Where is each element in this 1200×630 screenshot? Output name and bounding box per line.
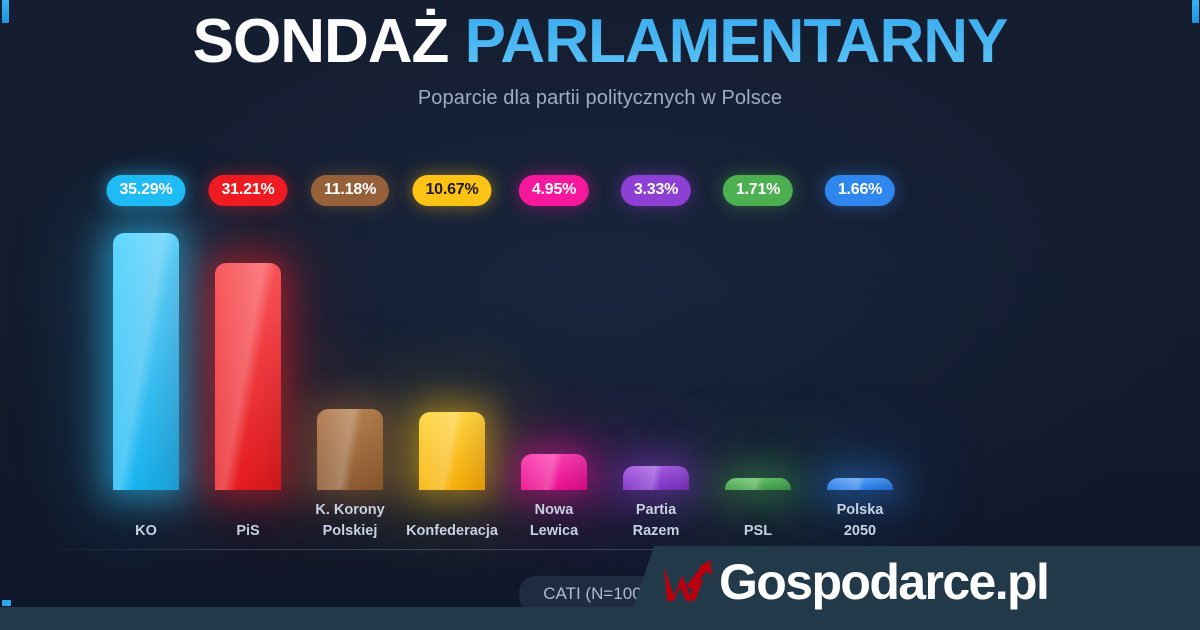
bar-category-label-line: KO	[135, 522, 157, 539]
page-title: SONDAŻ PARLAMENTARNY	[0, 7, 1200, 76]
bar-category-label-line: Polskiej	[322, 522, 378, 539]
bar-wrapper	[113, 233, 179, 490]
bar-wrapper	[725, 477, 791, 491]
bar-column: 1.71% PSL	[707, 160, 809, 539]
bar-wrapper	[215, 262, 281, 491]
bar-wrapper	[317, 408, 383, 491]
title-word-sondaz: SONDAŻ	[192, 7, 450, 76]
header: SONDAŻ PARLAMENTARNY Poparcie dla partii…	[0, 0, 1200, 110]
bar-column: 11.18% K. Korony Polskiej	[299, 160, 401, 539]
bar-value-badge: 11.18%	[310, 175, 390, 206]
bar-wrapper	[521, 453, 587, 491]
logo-panel	[626, 546, 1200, 630]
w-arrow-icon	[662, 558, 718, 606]
bar-category-label-line: Lewica	[529, 522, 579, 539]
bar-category-label: K. Korony Polskiej	[294, 500, 406, 542]
bar-nowa-lewica	[521, 453, 587, 491]
bar-value-badge: 10.67%	[412, 175, 492, 206]
bar-category-label-line: Nowa	[534, 501, 574, 518]
bar-chart: 35.29% KO 31.21% PiS 11.18% K. Korony Polskiej…	[55, 160, 1145, 539]
bar-category-label-line: PiS	[236, 522, 260, 539]
bar-category-label-line: Partia	[635, 501, 677, 518]
bar-category-label-line: Razem	[632, 522, 680, 539]
bar-category-label-line: Polska	[836, 501, 884, 518]
footer-divider	[55, 549, 1145, 550]
bar-category-label: Nowa Lewica	[498, 500, 610, 542]
bar-wrapper	[419, 412, 485, 490]
bar-column: 4.95% Nowa Lewica	[503, 160, 605, 539]
title-word-parlamentarny: PARLAMENTARNY	[464, 7, 1009, 76]
brand-logo[interactable]: Gospodarce.pl	[662, 551, 1050, 613]
accent-mark-top-right	[1192, 0, 1199, 23]
bar-category-label: Partia Razem	[600, 500, 712, 542]
bar-pis	[215, 262, 281, 491]
bar-category-label-line: 2050	[843, 522, 877, 539]
bar-value-badge: 1.66%	[824, 175, 896, 206]
bar-polska-2050	[827, 477, 893, 491]
bar-wrapper	[827, 477, 893, 491]
bar-column: 31.21% PiS	[197, 160, 299, 539]
bar-category-label: PSL	[702, 521, 814, 542]
bar-column: 10.67% Konfederacja	[401, 160, 503, 539]
bar-column: 35.29% KO	[95, 160, 197, 539]
bar-value-badge: 3.33%	[620, 175, 692, 206]
bar-category-label-line: Konfederacja	[406, 522, 498, 539]
bar-psl	[725, 477, 791, 491]
accent-mark-bottom-left	[2, 600, 11, 606]
bar-category-label-line: K. Korony	[315, 501, 385, 518]
logo-text: Gospodarce.pl	[719, 554, 1050, 610]
bar-category-label: PiS	[192, 521, 304, 542]
page-subtitle: Poparcie dla partii politycznych w Polsc…	[417, 87, 783, 110]
bar-value-badge: 35.29%	[106, 175, 186, 206]
bar-k-korony-polskiej	[317, 408, 383, 491]
bar-wrapper	[623, 465, 689, 491]
bar-column: 1.66% Polska 2050	[809, 160, 911, 539]
bar-category-label: KO	[90, 521, 202, 542]
bar-ko	[113, 233, 179, 490]
bar-column: 3.33% Partia Razem	[605, 160, 707, 539]
accent-mark-top-left	[2, 0, 9, 23]
bar-category-label: Konfederacja	[396, 521, 508, 542]
bar-category-label-line: PSL	[743, 522, 773, 539]
bar-category-label: Polska 2050	[804, 500, 916, 542]
bar-value-badge: 1.71%	[722, 175, 794, 206]
bar-konfederacja	[419, 412, 485, 490]
bar-value-badge: 31.21%	[208, 175, 288, 206]
bar-value-badge: 4.95%	[518, 175, 590, 206]
bar-partia-razem	[623, 465, 689, 491]
